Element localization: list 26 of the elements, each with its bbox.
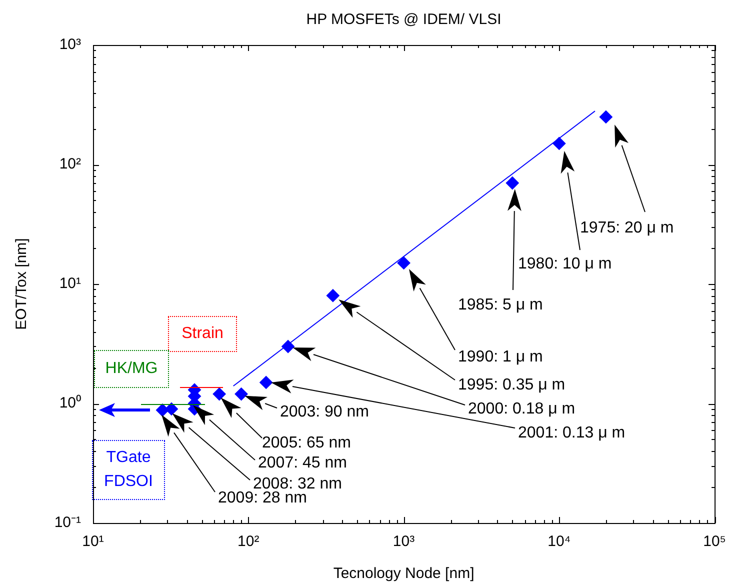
- chart-title: HP MOSFETs @ IDEM/ VLSI: [306, 11, 502, 28]
- hkmg-frame: HK/MG: [94, 350, 169, 388]
- annotation: 1975: 20 μ m: [580, 219, 674, 236]
- x-axis-title: Tecnology Node [nm]: [333, 565, 474, 582]
- annotation: 1990: 1 μ m: [458, 348, 543, 366]
- x-tick-label: 10⁵: [703, 533, 726, 550]
- y-tick-label: 10⁰: [59, 394, 81, 412]
- strain-frame: Strain: [168, 316, 237, 352]
- annotation: 1985: 5 μ m: [458, 296, 543, 314]
- x-tick-label: 10¹: [82, 533, 104, 550]
- annotation: 2005: 65 nm: [262, 434, 351, 452]
- y-tick-label: 10¹: [59, 275, 81, 292]
- tgate-frame: TGate FDSOI: [92, 440, 165, 500]
- x-tick-label: 10³: [392, 533, 415, 550]
- y-tick-label: 10³: [59, 36, 81, 54]
- annotation: 2000: 0.18 μ m: [468, 400, 576, 418]
- x-tick-label: 10²: [238, 533, 260, 550]
- x-tick-label: 10⁴: [548, 533, 571, 550]
- y-axis-title: EOT/Tox [nm]: [13, 238, 30, 330]
- annotation: 1995: 0.35 μ m: [458, 376, 566, 394]
- y-tick-label: 10⁻¹: [54, 514, 81, 532]
- annotation: 2003: 90 nm: [280, 403, 369, 420]
- annotation: 1980: 10 μ m: [518, 255, 612, 272]
- annotation: 2007: 45 nm: [258, 454, 347, 472]
- annotation: 2001: 0.13 μ m: [518, 424, 626, 442]
- y-tick-label: 10²: [59, 156, 81, 173]
